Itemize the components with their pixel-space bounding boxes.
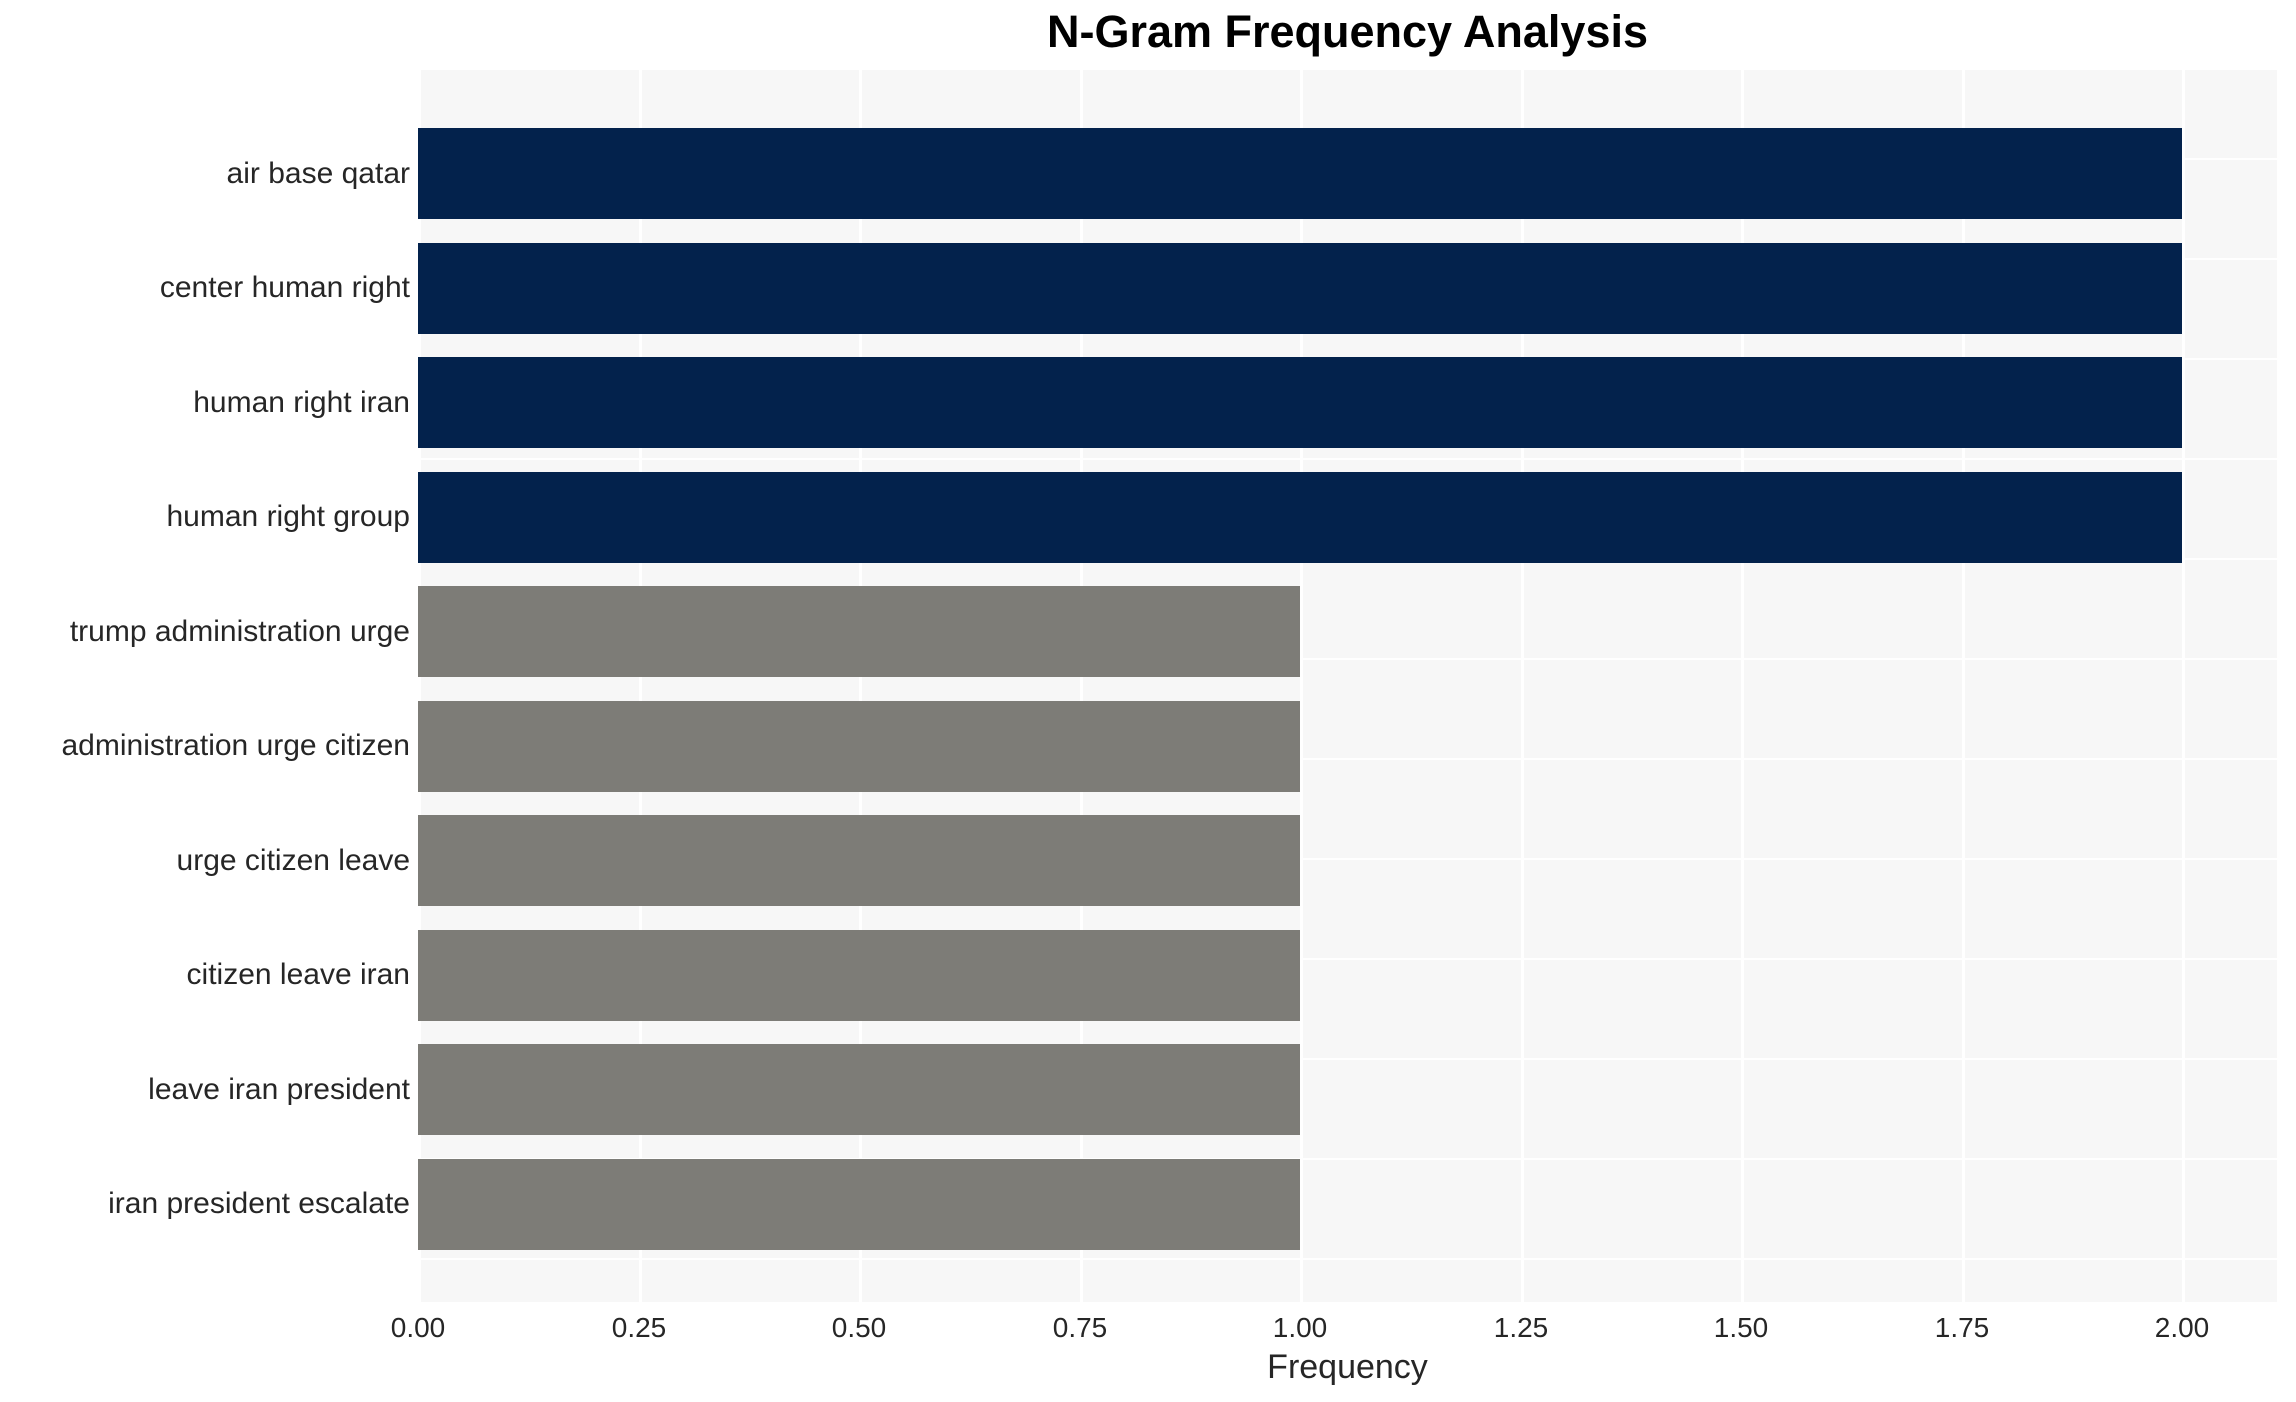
gridline-vertical	[639, 70, 642, 1302]
bar-urge-citizen-leave	[418, 815, 1300, 906]
gridline-vertical	[2182, 70, 2185, 1302]
gridline-horizontal	[418, 858, 2277, 860]
x-tick-label: 0.25	[611, 1312, 667, 1343]
bar-administration-urge-citizen	[418, 701, 1300, 792]
bar-human-right-group	[418, 472, 2182, 563]
gridline-horizontal	[418, 958, 2277, 960]
gridline-horizontal	[418, 1158, 2277, 1160]
y-tick-label: urge citizen leave	[176, 844, 410, 877]
gridline-vertical	[1962, 70, 1965, 1302]
gridline-horizontal	[418, 1258, 2277, 1260]
x-tick-label: 1.25	[1493, 1312, 1549, 1343]
gridline-vertical	[1300, 70, 1303, 1302]
y-tick-label: citizen leave iran	[186, 958, 410, 991]
x-tick-label: 0.00	[390, 1312, 446, 1343]
y-tick-label: human right group	[166, 500, 411, 533]
bar-leave-iran-president	[418, 1044, 1300, 1135]
bar-human-right-iran	[418, 357, 2182, 448]
bar-iran-president-escalate	[418, 1159, 1300, 1250]
bar-trump-administration-urge	[418, 586, 1300, 677]
gridline-horizontal	[418, 458, 2277, 460]
chart-title: N-Gram Frequency Analysis	[1046, 6, 1649, 57]
gridline-vertical	[859, 70, 862, 1302]
x-tick-label: 1.75	[1934, 1312, 1990, 1343]
gridline-vertical	[1080, 70, 1083, 1302]
x-tick-label: 2.00	[2154, 1312, 2210, 1343]
gridline-vertical	[1741, 70, 1744, 1302]
x-tick-label: 1.00	[1272, 1312, 1328, 1343]
x-tick-label: 0.75	[1052, 1312, 1108, 1343]
gridline-vertical	[418, 70, 421, 1302]
x-tick-label: 1.50	[1713, 1312, 1769, 1343]
y-tick-label: leave iran president	[148, 1073, 410, 1106]
y-tick-label: iran president escalate	[108, 1187, 410, 1220]
gridline-horizontal	[418, 1058, 2277, 1060]
gridline-vertical	[1521, 70, 1524, 1302]
gridline-horizontal	[418, 758, 2277, 760]
y-tick-label: administration urge citizen	[61, 729, 410, 762]
bar-citizen-leave-iran	[418, 930, 1300, 1021]
x-tick-label: 0.50	[831, 1312, 887, 1343]
y-tick-label: trump administration urge	[69, 615, 410, 648]
y-tick-label: human right iran	[193, 386, 410, 419]
gridline-horizontal	[418, 658, 2277, 660]
plot-area	[418, 70, 2277, 1302]
y-tick-label: center human right	[159, 271, 410, 304]
bar-center-human-right	[418, 243, 2182, 334]
y-tick-label: air base qatar	[226, 157, 410, 190]
x-axis-title: Frequency	[1267, 1348, 1428, 1386]
bar-air-base-qatar	[418, 128, 2182, 219]
